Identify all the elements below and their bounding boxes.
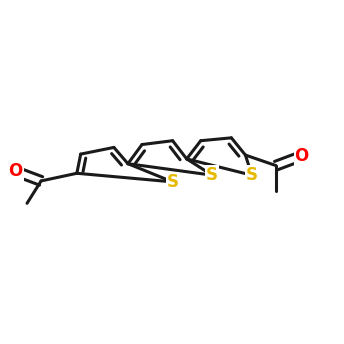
Text: S: S	[246, 166, 258, 184]
Text: S: S	[206, 166, 218, 184]
Text: O: O	[8, 162, 23, 180]
Text: S: S	[166, 173, 179, 191]
Text: O: O	[294, 147, 309, 165]
